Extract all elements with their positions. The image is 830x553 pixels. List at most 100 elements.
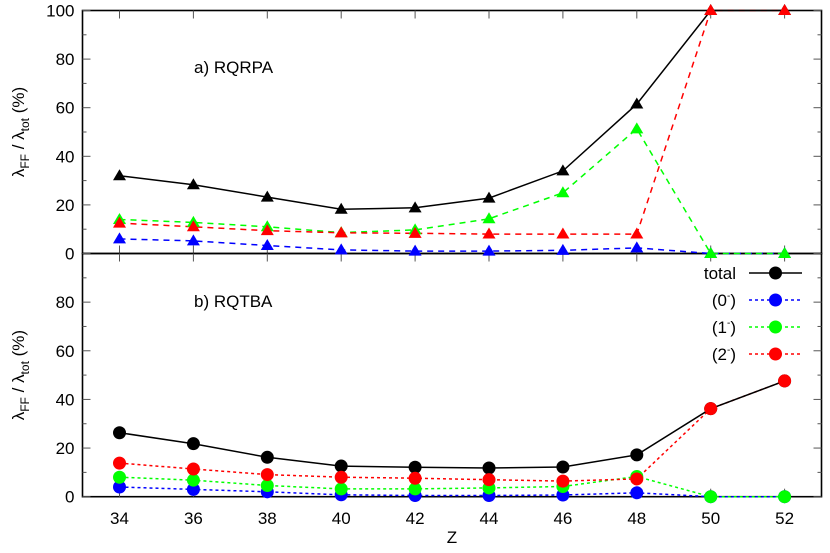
- circle-marker: [556, 460, 570, 474]
- x-tick-label: 42: [406, 509, 425, 528]
- y-tick-label: 20: [56, 439, 75, 458]
- circle-marker: [186, 437, 200, 451]
- triangle-marker: [556, 164, 570, 176]
- legend-marker: [769, 266, 782, 280]
- circle-marker: [408, 482, 422, 496]
- series-line: [119, 9, 785, 211]
- triangle-marker: [334, 243, 348, 255]
- triangle-marker: [260, 190, 274, 202]
- circle-marker: [778, 374, 792, 388]
- circle-marker: [334, 470, 348, 484]
- circle-marker: [334, 459, 348, 473]
- triangle-marker: [482, 212, 496, 224]
- axes: 0 20 40 60 80 100 λFF / λtot (%) 0 20 40 60 80 34 36 3…: [9, 2, 823, 528]
- triangle-marker: [704, 4, 718, 15]
- circle-marker: [186, 473, 200, 487]
- series-line: [119, 238, 785, 255]
- circle-marker: [408, 460, 422, 474]
- triangle-marker: [334, 226, 348, 238]
- series-line: [119, 127, 785, 255]
- circle-marker: [630, 472, 644, 486]
- circle-marker: [113, 456, 126, 470]
- y-tick-label: 60: [56, 99, 75, 118]
- x-axis-label: Z: [447, 528, 457, 547]
- x-tick-label: 36: [184, 509, 203, 528]
- panel-label-bottom: b) RQTBA: [194, 292, 273, 311]
- markers: [113, 4, 792, 504]
- triangle-marker: [778, 247, 792, 258]
- legend-marker: [769, 293, 782, 307]
- series-line: [119, 380, 785, 469]
- triangle-marker: [186, 220, 200, 232]
- y-tick-label: 40: [56, 147, 75, 166]
- x-tick-label: 46: [553, 509, 572, 528]
- legend: total (0-) (1-) (2-): [704, 264, 802, 364]
- x-tick-label: 50: [701, 509, 720, 528]
- triangle-marker: [408, 226, 422, 238]
- panel-label-top: a) RQRPA: [194, 58, 274, 77]
- circle-marker: [408, 471, 422, 485]
- triangle-marker: [482, 227, 496, 239]
- triangle-marker: [113, 216, 126, 228]
- y-tick-label: 40: [56, 390, 75, 409]
- triangle-marker: [778, 4, 792, 15]
- circle-marker: [704, 402, 718, 416]
- series-line: [119, 9, 785, 235]
- x-tick-label: 52: [775, 509, 794, 528]
- triangle-marker: [630, 122, 644, 134]
- y-tick-label: 20: [56, 196, 75, 215]
- triangle-marker: [260, 224, 274, 236]
- y-axis-label: λFF / λtot (%): [9, 87, 32, 177]
- circle-marker: [260, 450, 274, 464]
- circle-marker: [186, 482, 200, 496]
- y-tick-label: 0: [65, 245, 74, 264]
- triangle-marker: [482, 244, 496, 256]
- circle-marker: [778, 490, 792, 504]
- triangle-marker: [113, 169, 126, 181]
- triangle-marker: [334, 202, 348, 214]
- circle-marker: [334, 482, 348, 496]
- triangle-marker: [556, 186, 570, 198]
- legend-label: total: [704, 264, 736, 283]
- y-tick-label: 80: [56, 293, 75, 312]
- x-tick-label: 38: [258, 509, 277, 528]
- circle-marker: [630, 486, 644, 500]
- triangle-marker: [186, 234, 200, 246]
- triangle-marker: [186, 178, 200, 190]
- circle-marker: [630, 448, 644, 462]
- triangle-marker: [113, 232, 126, 244]
- triangle-marker: [482, 191, 496, 203]
- triangle-marker: [408, 244, 422, 256]
- triangle-marker: [704, 247, 718, 258]
- circle-marker: [482, 473, 496, 487]
- legend-label: (0-): [712, 291, 736, 310]
- legend-marker: [769, 320, 782, 334]
- series-line: [119, 486, 785, 498]
- x-tick-label: 40: [332, 509, 351, 528]
- triangle-marker: [630, 241, 644, 253]
- circle-marker: [186, 462, 200, 476]
- circle-marker: [556, 474, 570, 488]
- triangle-marker: [260, 238, 274, 250]
- legend-label: (1-): [712, 318, 736, 337]
- triangle-marker: [556, 227, 570, 239]
- series: [119, 9, 785, 498]
- y-tick-label: 100: [46, 2, 74, 21]
- panel-frame: [81, 252, 823, 498]
- x-tick-label: 44: [480, 509, 499, 528]
- y-axis-label: λFF / λtot (%): [9, 330, 32, 420]
- triangle-marker: [556, 243, 570, 255]
- triangle-marker: [408, 201, 422, 213]
- circle-marker: [482, 461, 496, 475]
- circle-marker: [113, 480, 126, 494]
- circle-marker: [113, 470, 126, 484]
- legend-label: (2-): [712, 345, 736, 364]
- series-line: [119, 475, 785, 498]
- x-tick-label: 48: [627, 509, 646, 528]
- y-tick-label: 60: [56, 342, 75, 361]
- legend-marker: [769, 347, 782, 361]
- circle-marker: [704, 490, 718, 504]
- y-tick-label: 80: [56, 50, 75, 69]
- triangle-marker: [630, 97, 644, 109]
